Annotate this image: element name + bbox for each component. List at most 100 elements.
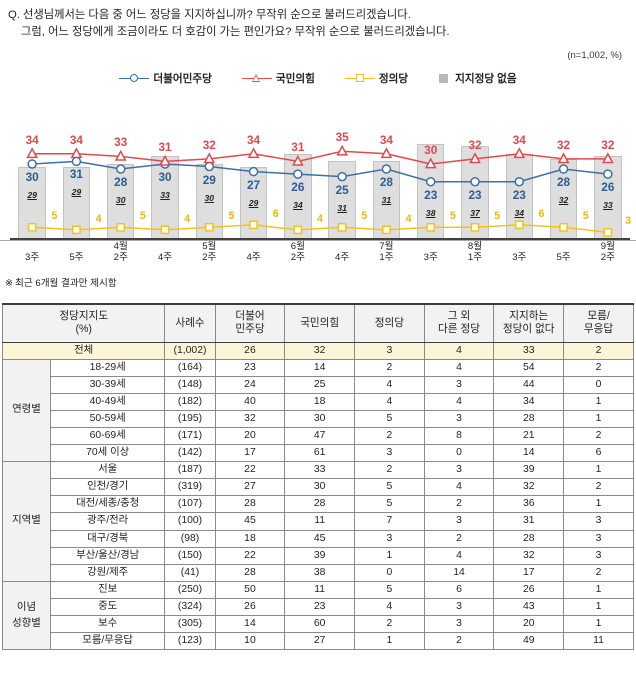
cell-value-5: 54 bbox=[493, 358, 565, 377]
cell-value-6: 1 bbox=[563, 614, 634, 634]
cell-value-1: 14 bbox=[214, 614, 286, 634]
label-ppp-13: 32 bbox=[557, 137, 571, 152]
row-label: 서울 bbox=[49, 461, 166, 480]
label-none-10: 38 bbox=[425, 207, 436, 218]
cell-value-2: 18 bbox=[284, 392, 356, 411]
table-row: 보수 (305) 14 60 2 3 20 1 bbox=[3, 614, 634, 634]
col-header-line2: 정당이 없다 bbox=[502, 323, 555, 336]
cell-value-5: 39 bbox=[493, 461, 565, 480]
table-row: 중도 (324) 26 23 4 3 43 1 bbox=[3, 597, 634, 617]
marker-국민의힘-5 bbox=[203, 152, 216, 164]
cell-value-6: 0 bbox=[563, 375, 634, 394]
col-header-3: 국민의힘 bbox=[284, 303, 356, 343]
cell-value-3: 1 bbox=[354, 546, 425, 565]
cell-value-4: 4 bbox=[423, 358, 495, 377]
cell-value-5: 17 bbox=[493, 563, 565, 582]
cell-value-2: 11 bbox=[284, 512, 356, 531]
label-ppp-4: 31 bbox=[158, 140, 172, 155]
cell-value-6: 1 bbox=[563, 580, 634, 599]
x-tick-month-3: 4월 bbox=[113, 241, 128, 252]
label-none-12: 34 bbox=[514, 207, 525, 218]
label-justice-6: 6 bbox=[272, 207, 279, 220]
marker-국민의힘-3 bbox=[114, 149, 127, 161]
marker-정의당-13 bbox=[559, 222, 568, 232]
label-dem-10: 23 bbox=[424, 187, 438, 202]
cell-value-2: 47 bbox=[284, 426, 356, 446]
cell-sample-size: (324) bbox=[164, 597, 216, 617]
x-tick-week-12: 3주 bbox=[512, 252, 527, 263]
row-label: 보수 bbox=[49, 614, 166, 634]
marker-더불어민주당-12 bbox=[514, 176, 525, 187]
cell-sample-size: (98) bbox=[164, 529, 216, 548]
cell-sample-size: (182) bbox=[164, 392, 216, 411]
marker-더불어민주당-9 bbox=[381, 164, 392, 174]
cell-value-3: 5 bbox=[354, 495, 425, 514]
label-dem-14: 26 bbox=[601, 180, 615, 195]
question-line-2: 그럼, 어느 정당에게 조금이라도 더 호감이 가는 편인가요? 무작위 순으로… bbox=[8, 24, 626, 41]
marker-국민의힘-1 bbox=[26, 147, 38, 159]
x-tick-3: 4월 2주 bbox=[114, 241, 128, 263]
cell-value-4: 8 bbox=[423, 426, 495, 446]
row-label: 18-29세 bbox=[49, 358, 166, 377]
cell-value-5: 32 bbox=[493, 546, 565, 565]
legend-item-democratic: 더불어민주당 bbox=[119, 71, 212, 86]
col-header-line2: (%) bbox=[75, 323, 92, 336]
table-row-total: 전체 (1,002) 26 32 3 4 33 2 bbox=[1, 341, 634, 360]
cell-value-3: 4 bbox=[354, 375, 425, 394]
marker-정의당-7 bbox=[293, 225, 303, 235]
col-header-line1: 정의당 bbox=[374, 316, 404, 329]
label-none-11: 37 bbox=[470, 207, 480, 218]
label-justice-2: 4 bbox=[95, 212, 102, 225]
label-justice-12: 6 bbox=[538, 207, 545, 220]
cell-sample-size: (1,002) bbox=[164, 341, 216, 360]
trend-chart: 34 34 33 31 32 34 31 35 34 30 32 34 32 32 30 31 28 30 29 27… bbox=[0, 90, 636, 240]
legend-item-ppp: 국민의힘 bbox=[241, 71, 315, 86]
cell-value-2: 32 bbox=[284, 341, 356, 360]
filled-square-marker-icon bbox=[438, 72, 451, 84]
cell-value-6: 1 bbox=[563, 597, 634, 617]
col-header-line1: 모름/ bbox=[587, 310, 610, 323]
cell-sample-size: (107) bbox=[164, 495, 216, 514]
label-justice-10: 5 bbox=[449, 210, 456, 223]
label-dem-7: 26 bbox=[291, 180, 305, 195]
label-justice-11: 5 bbox=[494, 210, 501, 223]
x-tick-week-9: 1주 bbox=[379, 252, 394, 263]
cell-value-4: 4 bbox=[423, 478, 495, 497]
marker-더불어민주당-6 bbox=[248, 166, 259, 177]
label-none-8: 31 bbox=[337, 202, 347, 213]
x-tick-12: 3주 bbox=[512, 252, 526, 263]
label-dem-6: 27 bbox=[247, 177, 261, 192]
label-none-14: 33 bbox=[603, 200, 613, 211]
marker-국민의힘-6 bbox=[247, 147, 260, 159]
triangle-marker-icon bbox=[241, 72, 272, 84]
label-ppp-8: 35 bbox=[335, 130, 349, 145]
label-justice-5: 5 bbox=[228, 210, 235, 223]
marker-정의당-10 bbox=[426, 222, 436, 232]
chart-footnote: ※ 최근 6개월 결과만 제시함 bbox=[0, 270, 636, 289]
cell-value-5: 28 bbox=[493, 409, 565, 428]
cell-sample-size: (100) bbox=[164, 512, 216, 531]
cell-value-1: 23 bbox=[214, 358, 286, 377]
cell-value-3: 5 bbox=[354, 580, 425, 599]
cell-value-3: 4 bbox=[354, 597, 425, 617]
cell-value-5: 33 bbox=[493, 341, 565, 360]
cell-value-3: 5 bbox=[354, 409, 425, 428]
cell-value-5: 14 bbox=[493, 444, 565, 463]
cell-value-2: 30 bbox=[284, 478, 356, 497]
cell-value-2: 33 bbox=[284, 461, 356, 480]
col-header-line1: 정당지지도 bbox=[59, 310, 109, 323]
row-group-label-line: 이념 bbox=[16, 601, 37, 613]
label-justice-3: 5 bbox=[139, 210, 146, 223]
label-none-9: 31 bbox=[381, 195, 392, 206]
x-tick-month-11: 8월 bbox=[467, 241, 483, 252]
row-group-label-연령별: 연령별 bbox=[2, 358, 51, 463]
label-ppp-11: 32 bbox=[468, 137, 482, 152]
x-tick-2: 5주 bbox=[69, 252, 83, 263]
row-label: 70세 이상 bbox=[49, 444, 166, 463]
asterisk-icon: ※ bbox=[5, 278, 14, 289]
cell-value-6: 6 bbox=[563, 444, 634, 463]
circle-marker-icon bbox=[119, 72, 150, 84]
cell-value-6: 1 bbox=[563, 392, 634, 411]
label-dem-5: 29 bbox=[202, 172, 216, 187]
cell-value-4: 3 bbox=[423, 597, 495, 617]
